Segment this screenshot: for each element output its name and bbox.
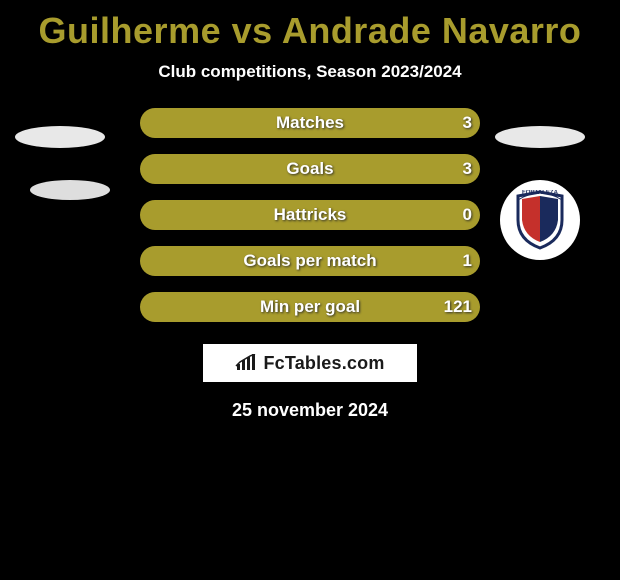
- left-player-ellipse-1: [15, 126, 105, 148]
- stat-row: Min per goal121: [0, 292, 620, 322]
- stat-bar-left: [140, 292, 310, 322]
- subtitle: Club competitions, Season 2023/2024: [0, 62, 620, 82]
- title-left: Guilherme: [39, 10, 222, 51]
- svg-text:FORTALEZA: FORTALEZA: [522, 190, 559, 196]
- right-player-club-badge: FORTALEZA: [500, 180, 580, 260]
- club-shield-icon: FORTALEZA: [514, 190, 566, 250]
- title-right: Andrade Navarro: [282, 10, 582, 51]
- left-player-ellipse-2: [30, 180, 110, 200]
- stat-value-right: 121: [444, 292, 472, 322]
- stat-bar-right: [310, 108, 480, 138]
- right-player-ellipse-1: [495, 126, 585, 148]
- stat-value-right: 1: [463, 246, 472, 276]
- stat-value-right: 3: [463, 154, 472, 184]
- brand-box: FcTables.com: [203, 344, 417, 382]
- stat-bar-left: [140, 108, 310, 138]
- date-line: 25 november 2024: [0, 400, 620, 421]
- stat-bar-left: [140, 200, 310, 230]
- stat-value-right: 0: [463, 200, 472, 230]
- stat-bar-right: [310, 154, 480, 184]
- stat-bar-left: [140, 154, 310, 184]
- brand-text: FcTables.com: [263, 353, 384, 374]
- stat-bar-right: [310, 246, 480, 276]
- page-title: Guilherme vs Andrade Navarro: [0, 0, 620, 52]
- stat-row: Goals3: [0, 154, 620, 184]
- brand-chart-icon: [235, 354, 257, 372]
- stat-value-right: 3: [463, 108, 472, 138]
- stat-bar-right: [310, 200, 480, 230]
- stat-bar-left: [140, 246, 310, 276]
- title-vs: vs: [221, 10, 282, 51]
